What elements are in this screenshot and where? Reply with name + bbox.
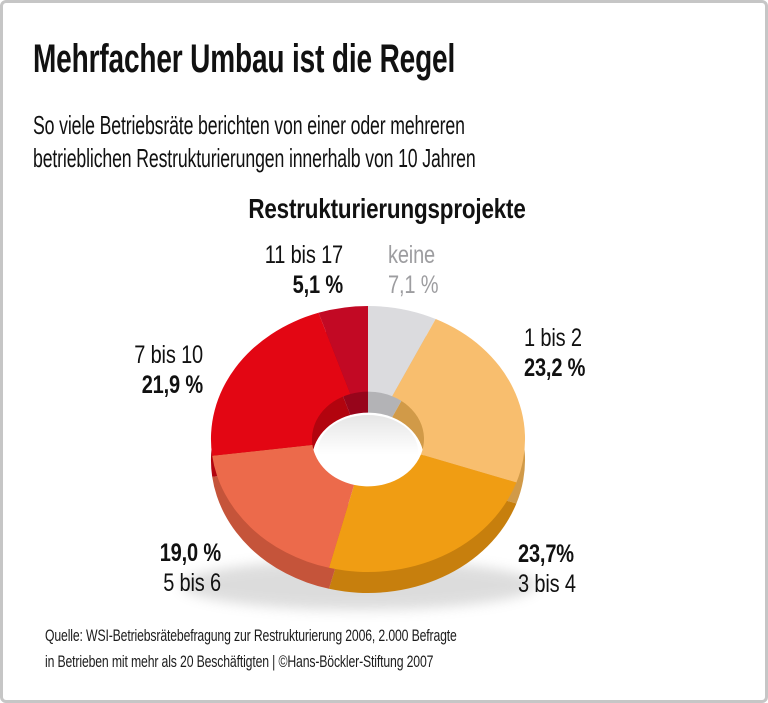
page-title: Mehrfacher Umbau ist die Regel xyxy=(33,37,636,81)
pie-slice-7-bis-10 xyxy=(210,312,351,456)
segment-label-11-bis-17: 11 bis 17 5,1 % xyxy=(193,240,343,300)
source-note: Quelle: WSI-Betriebsrätebefragung zur Re… xyxy=(45,623,617,675)
segment-label-5-bis-6: 19,0 % 5 bis 6 xyxy=(71,538,221,598)
donut-chart xyxy=(181,306,537,610)
page-title-text: Mehrfacher Umbau ist die Regel xyxy=(33,37,456,81)
source-line-1: Quelle: WSI-Betriebsrätebefragung zur Re… xyxy=(45,626,457,645)
segment-value: 23,7% xyxy=(518,540,574,568)
subtitle-line-1: So viele Betriebsräte berichten von eine… xyxy=(33,110,465,140)
segment-name: 1 bis 2 xyxy=(524,324,582,352)
segment-label-1-bis-2: 1 bis 2 23,2 % xyxy=(524,323,694,383)
segment-name: keine xyxy=(388,241,436,269)
segment-label-7-bis-10: 7 bis 10 21,9 % xyxy=(53,340,203,400)
pie-slice-5-bis-6 xyxy=(212,444,355,568)
segment-value: 19,0 % xyxy=(159,539,221,567)
segment-label-3-bis-4: 23,7% 3 bis 4 xyxy=(518,539,688,599)
donut-hole-shading xyxy=(318,415,418,487)
segment-value: 7,1 % xyxy=(388,271,439,299)
pie-slice-3-bis-4 xyxy=(329,454,517,572)
segment-label-keine: keine 7,1 % xyxy=(388,240,558,300)
source-line-2: in Betrieben mit mehr als 20 Beschäftigt… xyxy=(45,652,434,671)
segment-name: 3 bis 4 xyxy=(518,570,576,598)
pie-slice-keine xyxy=(368,306,436,397)
segment-name: 5 bis 6 xyxy=(163,569,221,597)
donut-top-surface xyxy=(210,306,526,572)
chart-title-text: Restrukturierungsprojekte xyxy=(248,193,526,224)
segment-value: 21,9 % xyxy=(141,371,203,399)
segment-value: 5,1 % xyxy=(292,271,344,299)
segment-name: 7 bis 10 xyxy=(134,341,203,369)
chart-title: Restrukturierungsprojekte xyxy=(3,193,765,225)
segment-name: 11 bis 17 xyxy=(264,241,343,269)
subtitle: So viele Betriebsräte berichten von eine… xyxy=(33,109,684,175)
pie-slice-11-bis-17 xyxy=(318,306,368,394)
segment-value: 23,2 % xyxy=(524,354,586,382)
pie-slice-1-bis-2 xyxy=(392,319,526,483)
subtitle-line-2: betrieblichen Restrukturierungen innerha… xyxy=(33,143,476,173)
